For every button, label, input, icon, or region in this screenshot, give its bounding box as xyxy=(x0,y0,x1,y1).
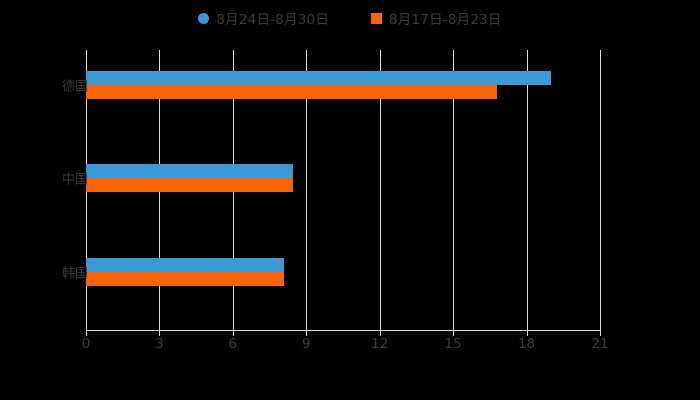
circle-swatch-icon xyxy=(198,12,210,24)
y-axis-label-2: 韩国 xyxy=(61,266,88,282)
bar-0-series-0[interactable] xyxy=(86,71,552,85)
x-tick-9 xyxy=(306,330,308,336)
bar-2-series-0[interactable] xyxy=(86,257,285,272)
x-tick-label-15: 15 xyxy=(444,336,462,352)
x-tick-15 xyxy=(453,330,455,336)
legend-label-series-1: 8月17日-8月23日 xyxy=(389,12,502,28)
x-axis-line xyxy=(86,330,601,331)
x-tick-18 xyxy=(526,330,528,336)
legend-item-series-1[interactable]: 8月17日-8月23日 xyxy=(371,8,502,28)
x-tick-label-18: 18 xyxy=(517,336,536,352)
gridline-x-12 xyxy=(379,50,381,330)
x-tick-label-3: 3 xyxy=(155,336,164,352)
x-tick-6 xyxy=(232,330,234,336)
gridline-x-15 xyxy=(453,50,455,330)
gridline-x-18 xyxy=(526,50,528,330)
gridline-x-21 xyxy=(600,50,601,330)
x-tick-0 xyxy=(86,330,87,336)
square-swatch-icon xyxy=(371,12,382,24)
x-tick-12 xyxy=(379,330,381,336)
x-tick-label-9: 9 xyxy=(301,336,311,352)
bar-2-series-1[interactable] xyxy=(86,271,285,286)
chart-legend: 8月24日-8月30日 8月17日-8月23日 xyxy=(0,8,700,28)
x-tick-label-6: 6 xyxy=(228,336,238,352)
x-tick-21 xyxy=(600,330,601,336)
x-tick-label-0: 0 xyxy=(81,336,91,352)
x-tick-label-12: 12 xyxy=(371,336,389,352)
bar-1-series-1[interactable] xyxy=(86,178,293,193)
y-axis-label-1: 中国 xyxy=(61,172,88,188)
bar-1-series-0[interactable] xyxy=(86,164,293,179)
x-tick-label-21: 21 xyxy=(591,336,609,352)
legend-item-series-0[interactable]: 8月24日-8月30日 xyxy=(198,8,329,28)
y-axis-label-0: 德国 xyxy=(61,79,88,95)
plot-area xyxy=(86,50,601,330)
x-tick-3 xyxy=(159,330,161,336)
bar-0-series-1[interactable] xyxy=(86,85,498,99)
legend-label-series-0: 8月24日-8月30日 xyxy=(216,12,329,28)
gridline-x-9 xyxy=(306,50,308,330)
